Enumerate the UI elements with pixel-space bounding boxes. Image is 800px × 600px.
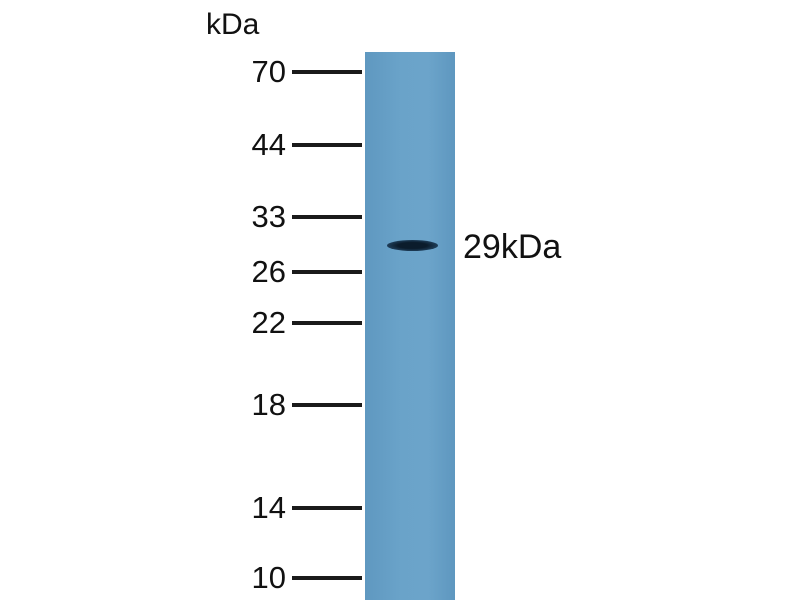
marker-label: 33 <box>251 199 286 234</box>
band-label: 29kDa <box>463 228 562 266</box>
marker-label: 22 <box>251 305 286 340</box>
marker-tick <box>292 506 362 510</box>
protein-band <box>387 240 438 251</box>
marker-tick <box>292 576 362 580</box>
marker-tick <box>292 215 362 219</box>
marker-label: 44 <box>251 127 286 162</box>
unit-label: kDa <box>206 8 260 41</box>
marker-tick <box>292 403 362 407</box>
marker-tick <box>292 70 362 74</box>
marker-tick <box>292 143 362 147</box>
marker-label: 14 <box>251 490 286 525</box>
marker-tick <box>292 321 362 325</box>
marker-tick <box>292 270 362 274</box>
blot-lane <box>365 52 455 600</box>
marker-label: 26 <box>251 254 286 289</box>
marker-label: 18 <box>251 387 286 422</box>
marker-label: 70 <box>251 54 286 89</box>
marker-label: 10 <box>251 560 286 595</box>
